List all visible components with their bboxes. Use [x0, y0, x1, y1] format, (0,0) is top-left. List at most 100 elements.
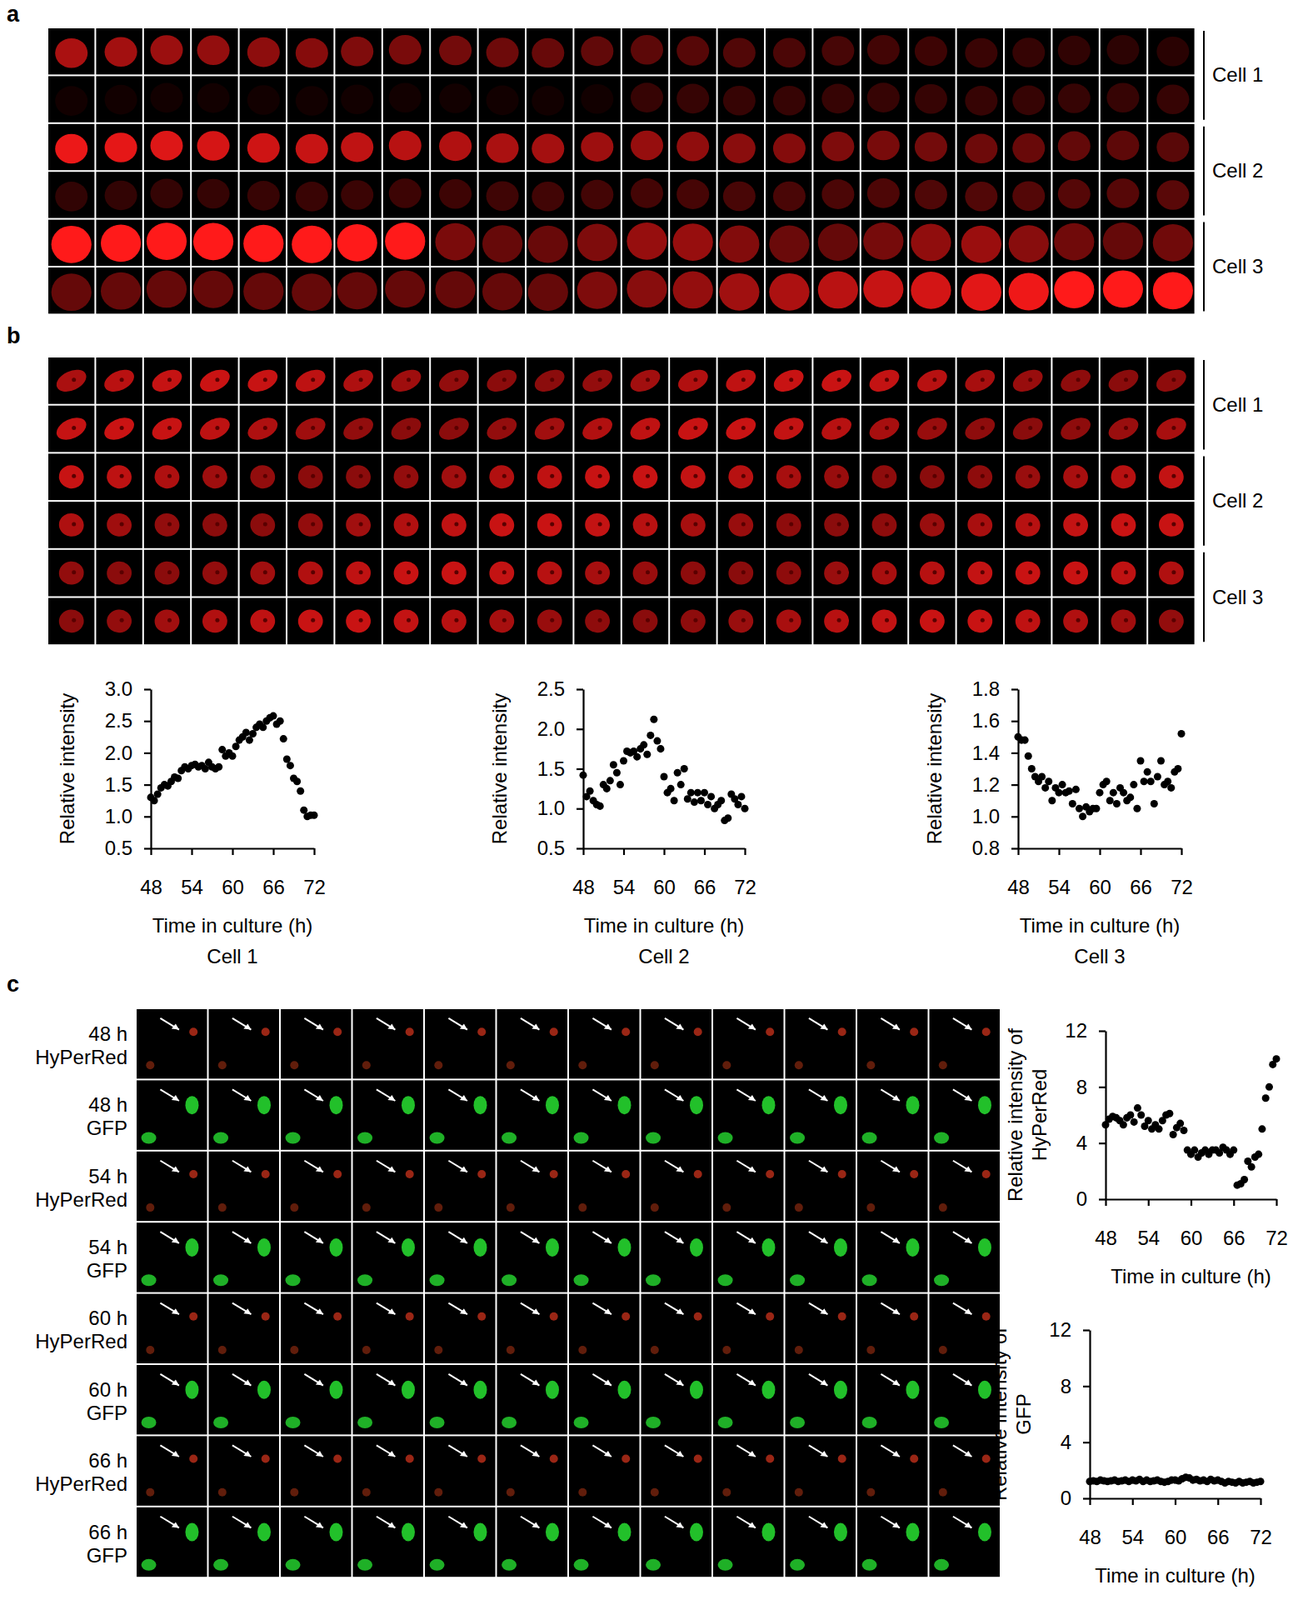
micrograph-tile: [136, 1222, 208, 1292]
cell-blob: [486, 180, 520, 211]
cell-blob: [153, 560, 180, 586]
data-point: [201, 764, 210, 773]
tile-background: [1052, 171, 1099, 218]
cell-blob: [244, 413, 281, 445]
tile-background: [424, 1293, 496, 1363]
tile-background: [239, 453, 286, 500]
tile-background: [813, 124, 859, 170]
tile-background: [95, 453, 142, 500]
micrograph-tile: [1004, 219, 1051, 266]
tile-background: [239, 598, 286, 645]
cell-blob: [794, 1487, 804, 1497]
nucleolus: [214, 569, 220, 575]
nucleolus: [693, 474, 698, 479]
arrow-head: [675, 1379, 684, 1386]
cell-blob: [344, 608, 372, 634]
tile-background: [785, 1435, 857, 1505]
micrograph-tile: [287, 219, 334, 266]
nucleolus: [693, 521, 698, 526]
arrow-head: [171, 1165, 180, 1172]
cell-blob: [292, 364, 330, 396]
micrograph-tile: [287, 405, 334, 453]
tile-background: [1052, 453, 1099, 500]
cell-blob: [189, 1454, 198, 1463]
arrow-head: [748, 1237, 756, 1244]
cell-blob: [486, 85, 520, 116]
micrograph-tile: [144, 405, 190, 453]
arrow: [448, 1088, 467, 1101]
cell-blob: [818, 364, 855, 396]
cell-blob: [630, 130, 664, 161]
tile-background: [908, 219, 955, 266]
micrograph-tile: [430, 124, 477, 170]
cell-blob: [1156, 179, 1189, 210]
tile-background: [713, 1008, 784, 1079]
micrograph-tile: [526, 405, 573, 453]
cell-blob: [434, 1345, 443, 1354]
arrow: [448, 1444, 467, 1457]
tile-background: [641, 1079, 713, 1149]
tick-mark: [1180, 848, 1183, 855]
micrograph-tile: [861, 501, 908, 549]
cell-blob: [1009, 364, 1047, 396]
micrograph-tile: [526, 549, 573, 597]
data-point: [1144, 1116, 1153, 1124]
x-axis-title: Time in culture (h): [152, 913, 314, 937]
data-point: [656, 744, 664, 753]
micrograph-tile: [765, 219, 812, 266]
cell-blob: [218, 1345, 227, 1354]
cell-blob: [579, 413, 616, 445]
cell-blob: [938, 1345, 948, 1354]
tile-background: [191, 501, 238, 549]
nucleolus: [1171, 569, 1176, 575]
micrograph-tile: [430, 357, 477, 405]
tile-background: [280, 1435, 352, 1505]
arrow-head: [675, 1237, 684, 1244]
nucleolus: [454, 425, 459, 430]
micrograph-tile: [424, 1435, 496, 1505]
tile-background: [353, 1364, 425, 1434]
tile-background: [574, 28, 620, 75]
arrow-head: [963, 1379, 972, 1386]
arrow-head: [459, 1521, 468, 1528]
panel-letter: b: [6, 323, 21, 349]
micrograph-tile: [1004, 549, 1051, 597]
cell-blob: [57, 463, 86, 490]
micrograph-tile: [1148, 598, 1194, 645]
cell-blob: [337, 224, 378, 262]
cell-blob: [821, 131, 854, 162]
data-point: [1092, 804, 1100, 813]
tick: 2.0: [537, 717, 584, 740]
arrow-head: [675, 1521, 684, 1528]
micrograph-tile: [191, 453, 238, 500]
tile-background: [669, 405, 716, 453]
tile-background: [1148, 267, 1194, 314]
arrow-head: [963, 1450, 972, 1457]
micrograph-tile: [1052, 453, 1099, 500]
micrograph-tile: [526, 124, 573, 170]
cell-blob: [621, 1169, 630, 1179]
micrograph-tile: [383, 267, 430, 314]
micrograph-tile: [287, 267, 334, 314]
arrow-head: [748, 1094, 756, 1101]
micrograph-tile: [136, 1435, 208, 1505]
arrow-head: [459, 1237, 468, 1244]
nucleolus: [1076, 569, 1081, 575]
cell-blob: [387, 413, 425, 445]
cell-blob: [1156, 132, 1189, 163]
nucleolus: [310, 377, 315, 382]
micrograph-tile: [957, 501, 1004, 549]
cell-blob: [966, 608, 994, 634]
nucleolus: [263, 425, 268, 430]
micrograph-tile: [857, 1151, 929, 1221]
micrograph-tile: [144, 75, 190, 122]
micrograph-tile: [353, 1151, 425, 1221]
cell-blob: [773, 181, 806, 212]
cell-blob: [909, 1454, 919, 1463]
tick-mark: [1011, 783, 1019, 786]
arrow: [520, 1088, 540, 1101]
cell-blob: [482, 224, 523, 263]
micrograph-tile: [191, 267, 238, 314]
micrograph-tile: [191, 598, 238, 645]
data-point: [690, 798, 699, 806]
